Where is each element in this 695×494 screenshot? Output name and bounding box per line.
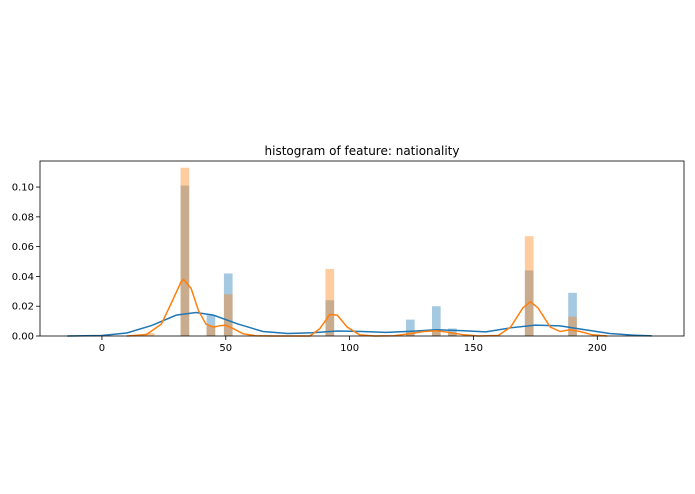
x-tick-label-5: 200 [588, 343, 607, 354]
histogram-bar-series2-7 [431, 331, 441, 336]
y-tick-label-2: 0.02 [12, 302, 34, 313]
bars-layer [145, 167, 577, 336]
histogram-bar-series2-10 [568, 316, 577, 336]
histogram-bar-series1-9 [568, 292, 577, 336]
histogram-bar-series1-5 [405, 319, 415, 336]
kde-line-series1 [67, 311, 652, 337]
kde-line-series2 [126, 278, 608, 337]
kde-layer [67, 278, 652, 337]
y-tick-label-6: 0.10 [12, 183, 34, 194]
chart-title: histogram of feature: nationality [265, 144, 460, 158]
x-tick-label-3: 100 [340, 343, 359, 354]
y-tick-label-4: 0.06 [12, 242, 34, 253]
x-tick-label-1: 0 [99, 343, 105, 354]
y-tick-label-5: 0.08 [12, 212, 34, 223]
histogram-bar-series2-9 [524, 236, 534, 336]
histogram-bar-series2-2 [180, 167, 190, 336]
y-tick-label-3: 0.04 [12, 272, 34, 283]
plot-frame [39, 160, 685, 337]
histogram-bar-series1-6 [431, 306, 441, 336]
histogram-bar-series2-5 [325, 268, 335, 336]
axes-layer: 0 50 100 150 200 0.00 0.02 0.04 0.06 0.08 0.10 [12, 160, 685, 354]
histogram-bar-series1-1 [180, 185, 190, 336]
y-tick-label-1: 0.00 [12, 332, 34, 343]
histogram-bar-series2-4 [223, 294, 233, 336]
histogram-bar-series2-3 [206, 325, 216, 336]
x-tick-label-4: 150 [464, 343, 483, 354]
histogram-bar-series1-4 [325, 300, 335, 336]
x-tick-label-2: 50 [219, 343, 232, 354]
histogram-bar-series2-1 [145, 333, 155, 336]
histogram-bar-series2-8 [448, 333, 457, 336]
histogram-bar-series1-3 [223, 273, 233, 336]
